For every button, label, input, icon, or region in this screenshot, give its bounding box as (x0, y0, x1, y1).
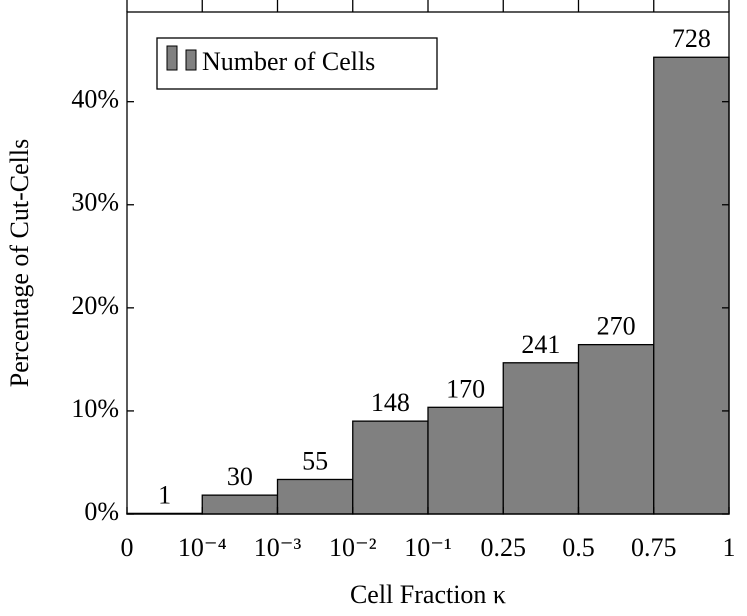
bar (427, 406, 504, 515)
y-axis-label: Percentage of Cut-Cells (5, 139, 34, 387)
y-tick-label: 20% (71, 291, 119, 320)
bar (201, 494, 279, 515)
data-label: 270 (597, 312, 636, 341)
y-tick-label: 30% (71, 188, 119, 217)
bar (352, 420, 429, 515)
data-label: 148 (371, 388, 410, 417)
legend-box (156, 37, 438, 90)
x-tick-label: 0.25 (481, 533, 527, 562)
y-tick-label: 40% (71, 85, 119, 114)
data-label: 170 (446, 374, 485, 403)
y-tick-label: 0% (84, 497, 119, 526)
data-label: 55 (302, 446, 328, 475)
data-label: 728 (672, 24, 711, 53)
y-tick-label: 10% (71, 394, 119, 423)
x-tick-label: 10⁻¹ (404, 533, 452, 562)
x-tick-label: 10⁻³ (254, 533, 302, 562)
x-tick-label: 0.5 (562, 533, 595, 562)
x-tick-label: 10⁻⁴ (178, 533, 227, 562)
x-tick-label: 1 (723, 533, 736, 562)
data-label: 30 (227, 462, 253, 491)
legend-swatch (166, 45, 178, 71)
legend-label: Number of Cells (202, 47, 375, 76)
legend-swatch (185, 49, 197, 71)
bar (653, 56, 730, 515)
data-label: 241 (521, 330, 560, 359)
x-axis-label: Cell Fraction κ (350, 580, 506, 609)
bar (577, 343, 655, 515)
data-label: 1 (158, 480, 171, 509)
x-tick-label: 10⁻² (329, 533, 377, 562)
x-tick-label: 0.75 (631, 533, 677, 562)
bar (276, 478, 354, 515)
x-tick-label: 0 (121, 533, 134, 562)
bar (502, 362, 580, 515)
